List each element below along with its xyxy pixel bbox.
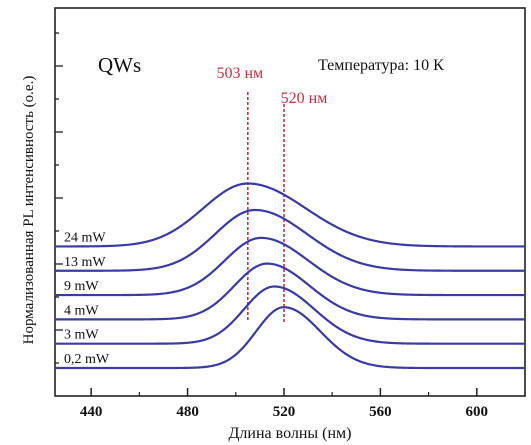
x-axis-label: Длина волны (нм): [229, 425, 352, 442]
reference-line-label: 503 нм: [216, 65, 263, 82]
x-tick-label: 560: [369, 404, 392, 420]
series-lines: 24 mW 13 mW 9 mW 4 mW 3 mW 0,2 mW: [55, 182, 525, 370]
series-line: [55, 208, 525, 272]
series-label: 24 mW: [64, 230, 106, 245]
temperature-annotation: Температура: 10 К: [318, 57, 444, 74]
reference-lines: 503 нм 520 нм: [216, 65, 327, 322]
series-line: [55, 285, 525, 345]
series-line: [55, 262, 525, 321]
panel-label: QWs: [98, 53, 141, 77]
series-line: [55, 236, 525, 297]
plot-area: 503 нм 520 нм 24 mW 13 mW 9 mW 4 mW 3 mW 0,2 m…: [54, 7, 526, 420]
x-tick-label: 520: [273, 404, 296, 420]
x-axis-ticks: 440 480 520 560 600: [80, 388, 526, 420]
series-label: 0,2 mW: [64, 352, 110, 367]
y-axis-label: Нормализованная PL интенсивность (о.е.): [21, 76, 37, 345]
x-tick-label: 600: [466, 404, 489, 420]
series-line: [55, 306, 525, 370]
series-label: 13 mW: [64, 255, 106, 270]
series-label: 3 mW: [64, 328, 99, 343]
plot-frame: [54, 7, 526, 397]
series-line: [55, 182, 525, 248]
series-label: 9 mW: [64, 279, 99, 294]
y-axis-ticks: [55, 32, 63, 364]
x-tick-label: 480: [176, 404, 199, 420]
reference-line-label: 520 нм: [281, 90, 328, 107]
x-tick-label: 440: [80, 404, 103, 420]
series-label: 4 mW: [64, 303, 99, 318]
